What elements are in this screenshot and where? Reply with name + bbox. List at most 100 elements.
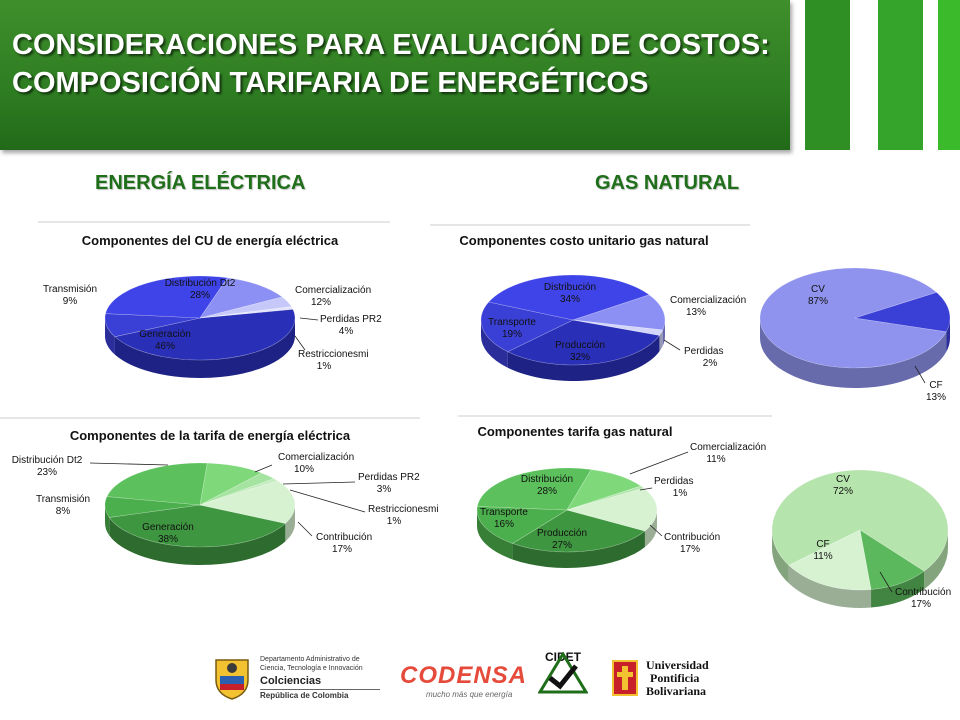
chart-title: Componentes tarifa gas natural bbox=[477, 424, 672, 439]
pie-slice-contribucion bbox=[788, 529, 872, 591]
slide-title: CONSIDERACIONES PARA EVALUACIÓN DE COSTO… bbox=[12, 29, 770, 99]
data-label-comercializacion: Comercialización 12% bbox=[295, 285, 371, 308]
data-label-perdidas: Perdidas 1% bbox=[654, 476, 693, 499]
pie-side-contribucion bbox=[285, 505, 295, 542]
pie-chart-1: Componentes del CU de energía eléctrica G… bbox=[38, 221, 390, 378]
upb-line2: Pontificia bbox=[650, 671, 700, 685]
leader-line-cf bbox=[914, 365, 926, 384]
pie-slice-distribucion-dt2 bbox=[105, 275, 228, 319]
pie-slice-contribucion bbox=[198, 480, 296, 524]
pie-side-cf bbox=[946, 318, 950, 352]
chart-title: Componentes costo unitario gas natural bbox=[459, 233, 708, 248]
data-label-perdidas-pr2: Perdidas PR2 4% bbox=[320, 314, 382, 337]
pie-slice-produccion bbox=[507, 319, 660, 366]
data-label-distribucion-dt2: Distribución Dt2 23% bbox=[12, 455, 83, 478]
leader-line-perdidas-pr2 bbox=[282, 481, 356, 485]
codensa-logo: CODENSA mucho más que energía bbox=[400, 662, 528, 706]
leader-line-restriccionesmi bbox=[294, 335, 306, 351]
colciencias-divider bbox=[260, 689, 380, 690]
data-label-distribucion: Distribución 28% bbox=[521, 474, 573, 497]
pie-slice-cv bbox=[759, 267, 947, 369]
pie-slice-produccion bbox=[511, 509, 646, 553]
data-label-transporte: Transporte 19% bbox=[488, 317, 536, 340]
data-label-produccion: Producción 27% bbox=[537, 528, 587, 551]
data-label-contribucion: Contribución 17% bbox=[895, 587, 951, 610]
data-label-perdidas: Perdidas 2% bbox=[684, 346, 723, 369]
cidet-check-icon bbox=[538, 652, 588, 694]
pie-slice-restriccionesmi bbox=[199, 478, 279, 506]
pie-side-cf bbox=[871, 571, 925, 608]
data-label-produccion: Producción 32% bbox=[555, 340, 605, 363]
pie-slice-generacion bbox=[114, 308, 296, 361]
colciencias-country: República de Colombia bbox=[260, 691, 349, 700]
upb-logo: Universidad Pontificia Bolivariana bbox=[610, 656, 735, 702]
chart-title: Componentes de la tarifa de energía eléc… bbox=[70, 428, 351, 443]
leader-line-distribucion-dt2 bbox=[89, 462, 169, 466]
data-label-contribucion: Contribución 17% bbox=[316, 532, 372, 555]
pie-slice-perdidas-pr2 bbox=[199, 472, 275, 506]
chart-title: Componentes del CU de energía eléctrica bbox=[82, 233, 339, 248]
decor-bar-3 bbox=[938, 0, 960, 150]
data-label-comercializacion: Comercialización 11% bbox=[690, 442, 766, 465]
pie-slice-transmision bbox=[104, 496, 201, 518]
pie-side-comercializacion bbox=[662, 320, 665, 346]
colciencias-line1: Departamento Administrativo de bbox=[260, 656, 360, 663]
pie-slice-cf bbox=[854, 292, 951, 333]
data-label-generacion: Generación 38% bbox=[142, 522, 194, 545]
upb-line1: Universidad bbox=[646, 658, 709, 672]
leader-line-contribucion bbox=[879, 571, 893, 593]
cidet-logo: CIDET bbox=[538, 650, 588, 708]
pie-chart-6: CV 72% CF 11% Contribución 17% bbox=[771, 469, 951, 610]
decor-bar-1 bbox=[805, 0, 850, 150]
data-label-cv: CV 87% bbox=[808, 284, 828, 307]
pie-slice-comercializacion bbox=[199, 462, 263, 506]
data-label-transmision: Transmisión 9% bbox=[43, 284, 97, 307]
upb-line3: Bolivariana bbox=[646, 684, 707, 698]
pie-side-transporte bbox=[477, 510, 513, 560]
footer-logos: Departamento Administrativo de Ciencia, … bbox=[200, 648, 740, 708]
pie-slice-generacion bbox=[108, 504, 287, 548]
data-label-restriccionesmi: Restriccionesmi 1% bbox=[298, 349, 369, 372]
pie-slice-restriccionesmi bbox=[199, 306, 294, 319]
upb-crest-icon bbox=[612, 660, 638, 696]
pie-slice-perdidas bbox=[572, 319, 664, 336]
colciencias-name: Colciencias bbox=[260, 675, 322, 687]
data-label-generacion: Generación 46% bbox=[139, 329, 191, 352]
pie-chart-3: Componentes costo unitario gas natural Pr… bbox=[430, 224, 750, 382]
pie-side-produccion bbox=[512, 531, 645, 568]
pie-chart-4: CV 87% CF 13% bbox=[759, 267, 951, 403]
data-label-transmision: Transmisión 8% bbox=[36, 494, 90, 517]
pie-slice-comercializacion bbox=[566, 469, 642, 511]
pie-chart-5: Componentes tarifa gas natural Producción… bbox=[458, 415, 772, 568]
leader-line-contribucion bbox=[297, 521, 313, 537]
leader-line-contribucion bbox=[649, 524, 663, 537]
data-label-cf: CF 13% bbox=[926, 380, 946, 403]
pie-slice-perdidas bbox=[566, 485, 645, 511]
leader-line-perdidas bbox=[663, 339, 681, 351]
header-banner: CONSIDERACIONES PARA EVALUACIÓN DE COSTO… bbox=[0, 0, 790, 150]
colciencias-line2: Ciencia, Tecnología e Innovación bbox=[260, 665, 363, 672]
pie-side-perdidas bbox=[659, 329, 663, 352]
pie-slice-cf bbox=[859, 529, 925, 590]
colciencias-logo: Departamento Administrativo de Ciencia, … bbox=[210, 654, 380, 704]
data-label-comercializacion: Comercialización 10% bbox=[278, 452, 354, 475]
pie-slice-comercializacion bbox=[572, 294, 666, 331]
pie-slice-perdidas-pr2 bbox=[199, 296, 293, 319]
pie-side-generacion bbox=[109, 517, 286, 565]
pie-slice-comercializacion bbox=[199, 277, 283, 319]
pie-slice-distribucion-dt2 bbox=[106, 462, 208, 506]
pie-slice-distribucion bbox=[476, 467, 592, 511]
pie-side-transmision bbox=[105, 505, 110, 536]
pie-slice-transmision bbox=[104, 313, 201, 338]
pie-side-transporte bbox=[481, 320, 508, 368]
pie-slice-cv bbox=[771, 469, 949, 572]
data-label-cf: CF 11% bbox=[813, 539, 832, 562]
codensa-name: CODENSA bbox=[400, 662, 528, 689]
pie-side-generacion bbox=[114, 318, 295, 378]
section-title-electricity: ENERGÍA ELÉCTRICA bbox=[95, 172, 306, 194]
pie-side-transmision bbox=[105, 318, 115, 355]
pie-side-cv bbox=[772, 530, 789, 584]
pie-side-cv bbox=[760, 318, 947, 389]
colombia-shield-icon bbox=[215, 659, 249, 700]
